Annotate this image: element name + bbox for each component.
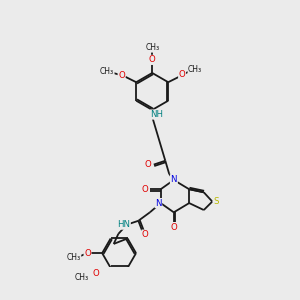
Text: NH: NH xyxy=(150,110,163,119)
Text: O: O xyxy=(141,185,148,194)
Text: O: O xyxy=(179,70,185,79)
Text: CH₃: CH₃ xyxy=(188,64,202,74)
Text: O: O xyxy=(118,71,125,80)
Text: O: O xyxy=(170,223,177,232)
Text: CH₃: CH₃ xyxy=(75,273,89,282)
Text: O: O xyxy=(84,249,91,258)
Text: CH₃: CH₃ xyxy=(67,253,81,262)
Text: O: O xyxy=(93,269,99,278)
Text: O: O xyxy=(145,160,152,169)
Text: CH₃: CH₃ xyxy=(145,43,159,52)
Text: O: O xyxy=(142,230,149,239)
Text: O: O xyxy=(149,56,156,64)
Text: CH₃: CH₃ xyxy=(100,67,114,76)
Text: S: S xyxy=(213,197,219,206)
Text: HN: HN xyxy=(117,220,130,229)
Text: N: N xyxy=(155,199,162,208)
Text: N: N xyxy=(170,175,177,184)
Text: N: N xyxy=(170,176,177,184)
